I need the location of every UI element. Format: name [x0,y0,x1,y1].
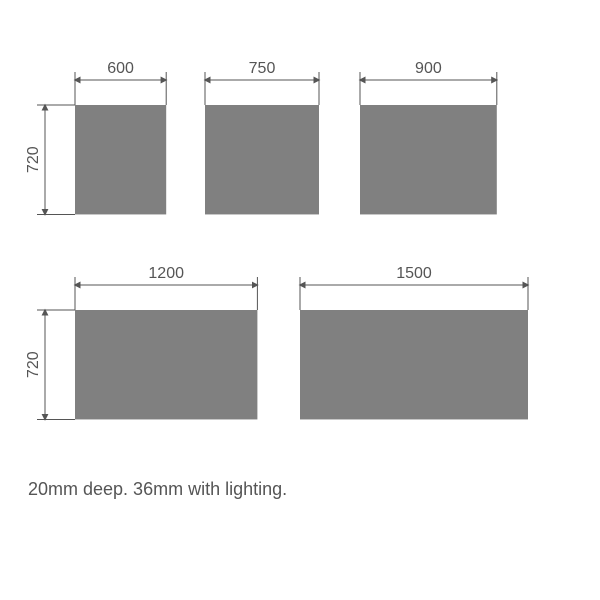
panel-1-0 [75,310,257,419]
panel-0-1 [205,105,319,214]
panel-0-0 [75,105,166,214]
dim-width-label-0-0: 600 [107,60,134,77]
dim-width-label-0-1: 750 [249,60,276,77]
panel-1-1 [300,310,528,419]
dim-width-label-0-2: 900 [415,60,442,77]
caption: 20mm deep. 36mm with lighting. [28,479,287,499]
dim-width-label-1-1: 1500 [396,265,432,282]
dim-height-label-1: 720 [25,351,42,378]
dim-height-label-0: 720 [25,146,42,173]
dim-width-label-1-0: 1200 [148,265,184,282]
panel-0-2 [360,105,497,214]
